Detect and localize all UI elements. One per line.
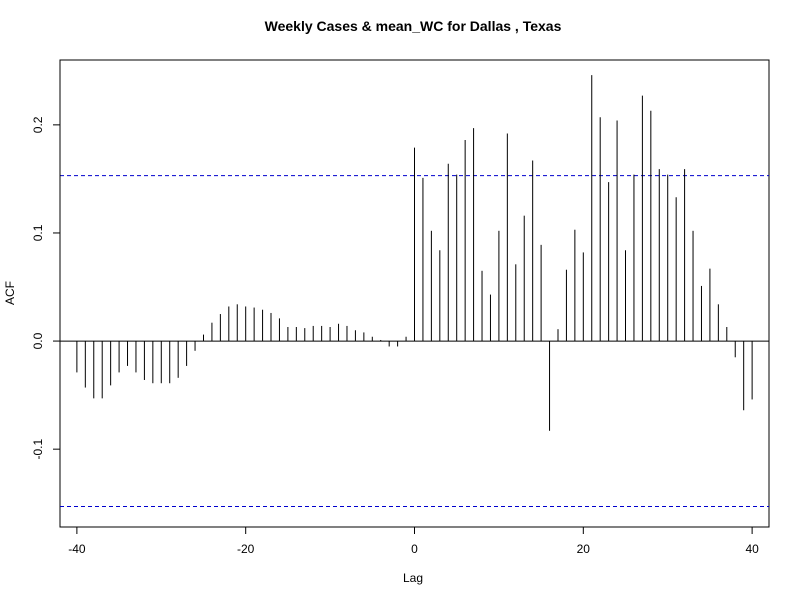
x-tick-label: -20 — [237, 542, 255, 556]
y-tick-label: 0.0 — [31, 332, 45, 349]
y-tick-label: 0.1 — [31, 224, 45, 241]
x-tick-label: -40 — [68, 542, 86, 556]
x-tick-label: 40 — [745, 542, 759, 556]
chart-title: Weekly Cases & mean_WC for Dallas , Texa… — [265, 18, 562, 34]
x-axis-label: Lag — [403, 571, 423, 585]
x-tick-label: 0 — [411, 542, 418, 556]
y-tick-label: 0.2 — [31, 116, 45, 133]
y-axis-label: ACF — [3, 281, 17, 305]
x-axis: -40 -20 0 20 40 — [68, 526, 759, 556]
x-tick-label: 20 — [577, 542, 591, 556]
y-tick-label: -0.1 — [31, 439, 45, 460]
y-axis: -0.1 0.0 0.1 0.2 — [31, 116, 61, 460]
acf-bars — [76, 75, 753, 431]
